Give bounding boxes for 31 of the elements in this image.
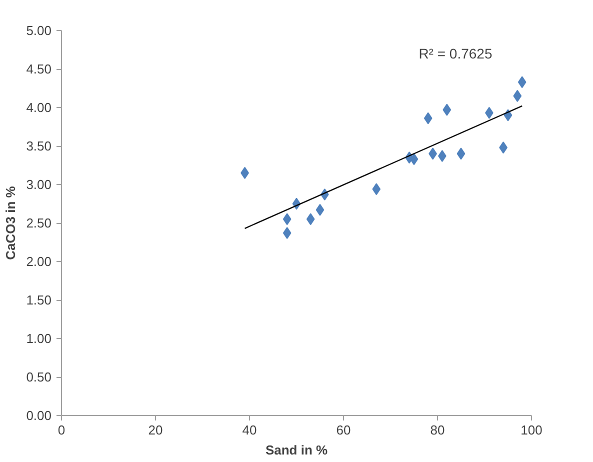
y-tick-label: 2.00 [26, 254, 52, 269]
point [282, 227, 292, 240]
point [424, 112, 432, 124]
point [282, 213, 292, 226]
y-tick-label: 0.50 [26, 370, 52, 384]
annotation: R² = 0.7625 [418, 45, 492, 62]
y-tick-label: 3.50 [26, 138, 52, 154]
x-tick-label: 0 [58, 422, 66, 438]
point [518, 76, 526, 88]
point [306, 213, 315, 226]
point [442, 104, 452, 116]
point [513, 90, 522, 102]
x-tick-label: 40 [242, 422, 257, 438]
y-tick-label: 4.00 [26, 100, 52, 115]
x-axis-title: Sand in % [265, 442, 328, 458]
x-tick-label: 100 [520, 422, 542, 438]
x-tick-label: 80 [430, 422, 445, 438]
point [410, 153, 418, 166]
y-tick-label: 3.00 [26, 177, 52, 192]
point [456, 148, 466, 160]
x-tick-label: 60 [336, 422, 351, 438]
y-tick-label: 1.00 [26, 331, 52, 346]
x-tick-label: 20 [148, 422, 163, 438]
y-tick-label: 1.50 [26, 292, 52, 308]
y-tick-label: 4.50 [26, 62, 52, 76]
point [372, 183, 381, 196]
y-tick-label: 0.00 [26, 408, 52, 423]
point [316, 204, 324, 216]
y-tick-label: 5.00 [26, 23, 52, 38]
y-tick-label: 2.50 [26, 216, 52, 230]
y-axis-title: CaCO3 in % [3, 186, 18, 260]
